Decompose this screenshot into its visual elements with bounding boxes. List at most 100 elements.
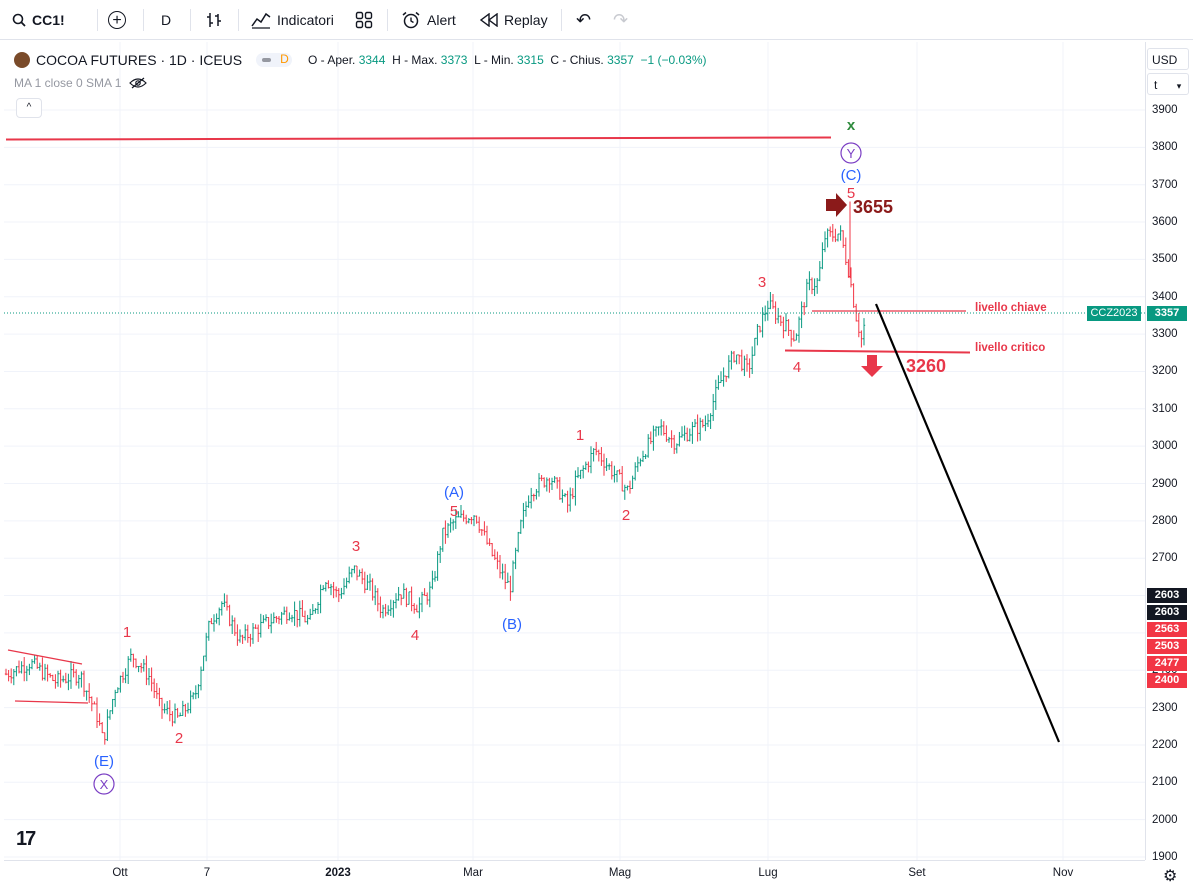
gear-icon[interactable]: ⚙: [1163, 868, 1178, 885]
ohlc-bar: [553, 476, 556, 483]
price-tick-label: 3000: [1152, 440, 1178, 453]
ohlc-bar: [298, 600, 301, 627]
ohlc-bar: [818, 261, 821, 282]
time-tick-label: Mar: [463, 867, 483, 879]
hidden-eye-icon[interactable]: [129, 77, 148, 89]
critical-level-line[interactable]: [784, 349, 971, 354]
ohlc-bar: [493, 549, 496, 561]
chart-legend-title[interactable]: COCOA FUTURES · 1D · ICEUS D: [14, 52, 293, 68]
ohlc-bar: [111, 698, 114, 715]
ohlc-bar: [415, 604, 418, 613]
key-level-label: livello chiave: [975, 302, 1047, 314]
ohlc-bar: [540, 474, 543, 482]
ohlc-bar: [842, 230, 845, 248]
ohlc-bar: [197, 684, 200, 699]
ohlc-bar: [524, 501, 528, 517]
ohlc-bar: [472, 515, 476, 527]
ohlc-bar: [67, 673, 70, 691]
replay-button[interactable]: Replay: [480, 0, 548, 40]
scale-mode-select[interactable]: t ▾: [1147, 73, 1189, 95]
ohlc-bar: [228, 604, 231, 627]
ohlc-bar: [400, 594, 403, 606]
ohlc-bar: [358, 569, 361, 577]
alert-button[interactable]: Alert: [401, 0, 456, 40]
ohlc-bar: [792, 330, 795, 342]
ohlc-bar: [350, 568, 353, 578]
ohlc-bar: [519, 519, 522, 534]
layout-grid-icon: [355, 11, 373, 29]
ohlc-bar: [725, 375, 728, 383]
collapse-legend-button[interactable]: ^: [16, 98, 42, 118]
ohlc-bar: [397, 586, 400, 601]
ohlc-bar: [641, 450, 645, 463]
ohlc-bar: [106, 709, 109, 741]
time-tick-label: Set: [908, 867, 926, 879]
currency-select[interactable]: USD ▾: [1147, 48, 1189, 88]
ohlc-bar: [543, 477, 546, 488]
ohlc-bar: [478, 516, 481, 533]
ohlc-bar: [558, 477, 561, 500]
price-axis[interactable]: 3900 3800 3700 3600 3500 3400 3300 3200 3100 3000…: [1145, 42, 1193, 863]
price-tick-label: 2700: [1152, 552, 1178, 565]
projection-line[interactable]: [874, 303, 1061, 743]
ohlc-bar: [80, 671, 83, 688]
ohlc-bar: [418, 597, 421, 619]
ohlc-bar: [75, 669, 78, 686]
ohlc-bar: [485, 525, 489, 545]
wave-circle-y: [840, 142, 862, 164]
ohlc-bar: [769, 291, 772, 310]
triangle-lower-line[interactable]: [14, 700, 89, 704]
high-value: 3373: [440, 53, 468, 67]
ohlc-bar: [251, 622, 255, 644]
templates-button[interactable]: [355, 0, 373, 40]
interval-button[interactable]: D: [161, 12, 172, 28]
ohlc-bar: [337, 588, 340, 603]
undo-button[interactable]: ↶: [576, 0, 591, 40]
resistance-line[interactable]: [5, 136, 832, 141]
ohlc-bar: [488, 538, 491, 546]
ohlc-bar: [285, 606, 288, 624]
ohlc-bar: [670, 430, 673, 448]
ohlc-bar: [166, 701, 169, 715]
bar-style-button[interactable]: [205, 0, 223, 40]
ohlc-bar: [613, 465, 616, 483]
triangle-upper-line[interactable]: [7, 649, 83, 665]
wave-4-top: 4: [793, 359, 801, 376]
ohlc-bar: [608, 463, 611, 470]
ohlc-bar: [790, 329, 793, 347]
tradingview-logo: 17: [16, 828, 36, 850]
ohlc-bar: [602, 453, 606, 476]
ohlc-bar: [267, 616, 270, 630]
low-value: 3315: [517, 53, 544, 67]
ohlc-bar: [160, 697, 164, 719]
ohlc-bar: [95, 697, 99, 728]
ohlc-bar: [324, 581, 327, 592]
ohlc-bar: [62, 675, 65, 683]
ohlc-bar: [839, 225, 842, 241]
add-symbol-button[interactable]: +: [108, 0, 126, 40]
ohlc-bar: [202, 655, 205, 671]
ohlc-bar: [498, 555, 502, 579]
ma-indicator-legend[interactable]: MA 1 close 0 SMA 1: [14, 76, 148, 90]
ohlc-bar: [179, 712, 182, 717]
ohlc-bar: [631, 475, 634, 490]
ohlc-bar: [714, 379, 717, 410]
ohlc-bar: [504, 563, 507, 590]
redo-button[interactable]: ↷: [613, 0, 628, 40]
symbol-search-button[interactable]: CC1!: [12, 0, 65, 40]
ohlc-bar: [236, 624, 239, 646]
ohlc-bar: [735, 354, 738, 365]
ohlc-bar: [23, 657, 26, 682]
ohlc-bar: [706, 413, 710, 428]
indicators-button[interactable]: Indicatori: [251, 0, 334, 40]
ohlc-bar: [579, 469, 582, 480]
chart-canvas[interactable]: x Y (C) 5 3655 3 livello chiave livello …: [4, 42, 1145, 860]
replay-icon: [480, 13, 498, 27]
ohlc-bar: [259, 613, 262, 638]
ohlc-bar: [548, 477, 551, 493]
ohlc-bar: [660, 419, 663, 436]
time-axis[interactable]: Ott 7 2023 Mar Mag Lug Set Nov: [4, 860, 1145, 894]
ohlc-bar: [231, 615, 234, 634]
arrow-right-icon: [826, 193, 847, 217]
ohlc-bar: [561, 489, 564, 503]
